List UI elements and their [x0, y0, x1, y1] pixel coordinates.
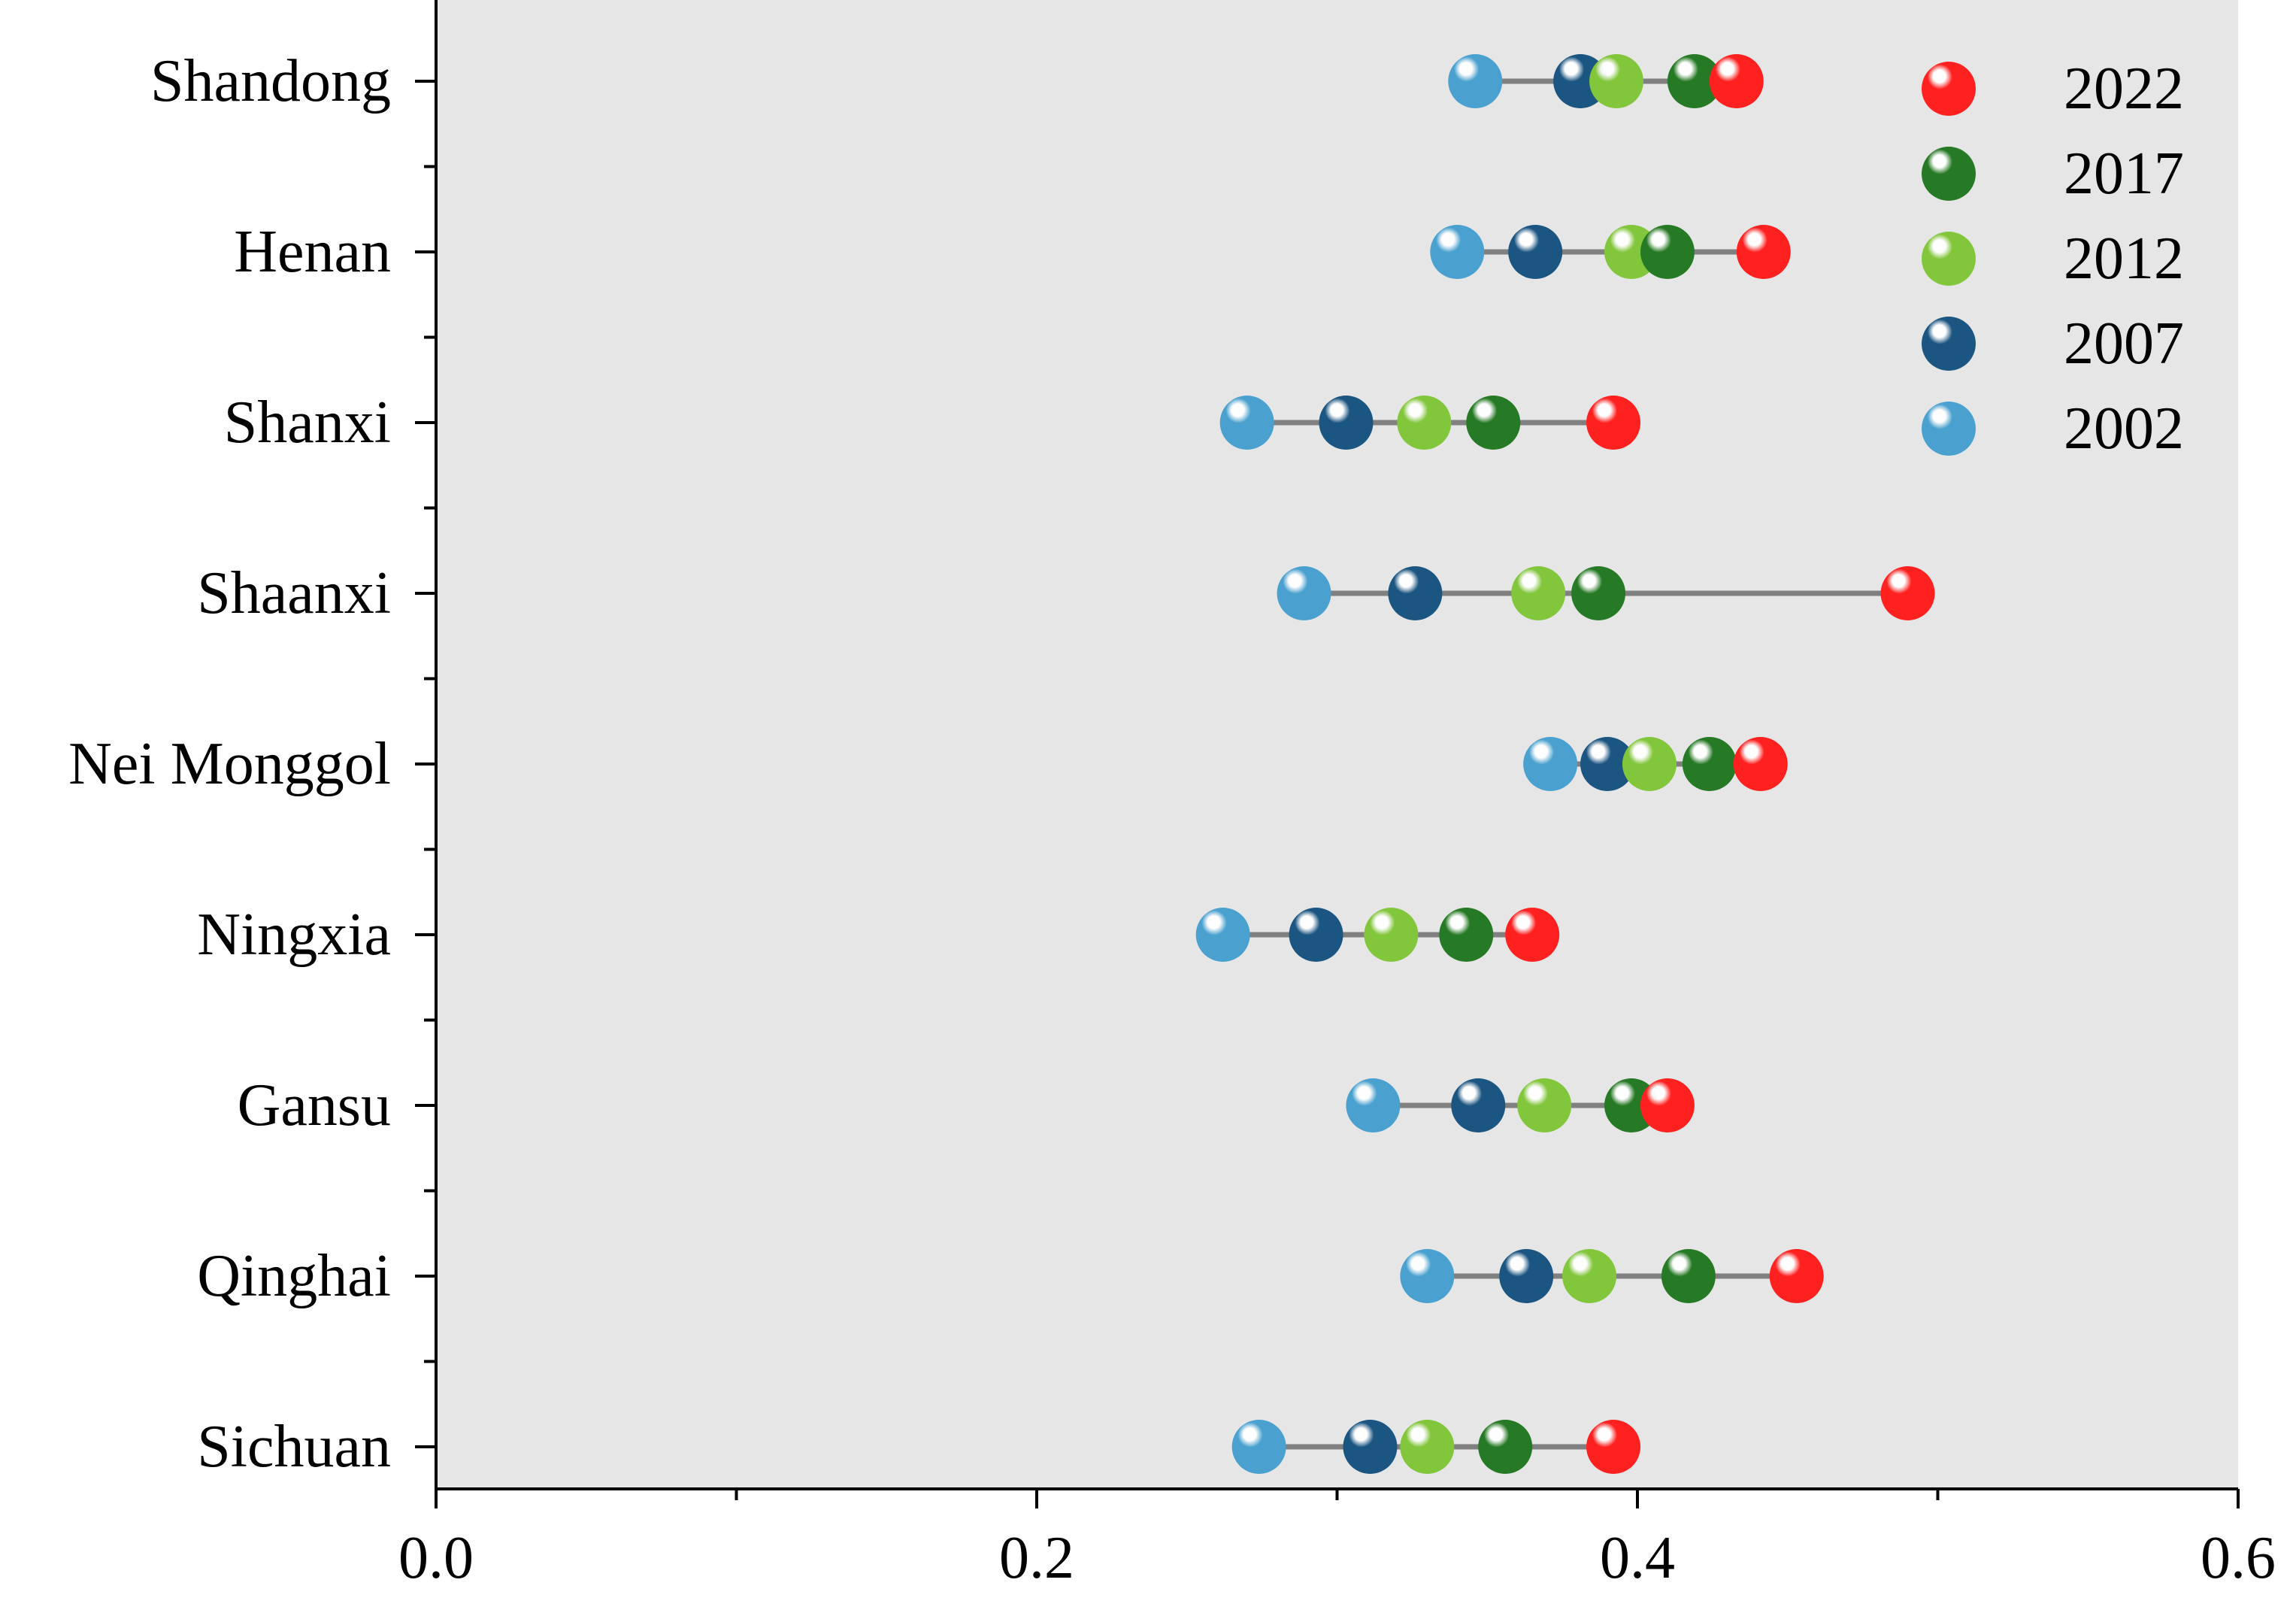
- data-point: [1231, 1420, 1286, 1474]
- data-point: [1769, 1249, 1824, 1303]
- data-point: [1517, 1078, 1572, 1132]
- x-tick-label: 0.4: [1600, 1525, 1675, 1591]
- data-point: [1640, 225, 1695, 279]
- plot-area: [436, 0, 2238, 1489]
- axes: 0.0 0.2 0.4 0.6 Shandong Henan Shanxi Shaanxi Ne…: [68, 0, 2276, 1591]
- data-point: [1733, 737, 1788, 791]
- data-point: [1346, 1078, 1401, 1132]
- y-tick-label: Nei Monggol: [68, 731, 391, 797]
- data-point: [1451, 1078, 1506, 1132]
- data-point: [1400, 1249, 1455, 1303]
- x-tick-label: 0.2: [999, 1525, 1074, 1591]
- data-point: [1682, 737, 1737, 791]
- legend-label: 2002: [2064, 396, 2184, 462]
- data-point: [1622, 737, 1677, 791]
- data-point: [1709, 54, 1764, 108]
- data-point: [1589, 54, 1644, 108]
- y-tick-label: Ningxia: [197, 902, 391, 968]
- data-point: [1580, 737, 1635, 791]
- y-tick-label: Sichuan: [197, 1414, 391, 1480]
- data-point: [1195, 908, 1250, 962]
- data-point: [1586, 1420, 1641, 1474]
- data-point: [1499, 1249, 1554, 1303]
- data-point: [1880, 566, 1935, 620]
- data-point: [1219, 396, 1274, 450]
- data-point: [1400, 1420, 1455, 1474]
- data-point: [1661, 1249, 1716, 1303]
- data-point: [1562, 1249, 1617, 1303]
- data-point: [1586, 396, 1641, 450]
- y-tick-label: Qinghai: [197, 1243, 391, 1309]
- y-tick-label: Shandong: [150, 48, 391, 114]
- legend-label: 2022: [2064, 56, 2184, 122]
- x-tick-label: 0.6: [2201, 1525, 2276, 1591]
- legend-label: 2012: [2064, 226, 2184, 292]
- data-point: [1430, 225, 1485, 279]
- data-point: [1364, 908, 1419, 962]
- legend-marker: [1922, 317, 1976, 371]
- data-point: [1736, 225, 1791, 279]
- data-point: [1388, 566, 1443, 620]
- legend-label: 2007: [2064, 311, 2184, 377]
- legend-marker: [1922, 147, 1976, 201]
- data-point: [1505, 908, 1560, 962]
- legend-marker: [1922, 62, 1976, 116]
- y-tick-label: Gansu: [238, 1072, 391, 1138]
- y-tick-label: Shanxi: [224, 390, 391, 456]
- data-point: [1478, 1420, 1533, 1474]
- data-point: [1343, 1420, 1398, 1474]
- data-point: [1667, 54, 1722, 108]
- data-point: [1511, 566, 1566, 620]
- data-point: [1319, 396, 1374, 450]
- legend-label: 2017: [2064, 141, 2184, 207]
- x-tick-label: 0.0: [398, 1525, 474, 1591]
- data-point: [1439, 908, 1494, 962]
- data-point: [1277, 566, 1331, 620]
- data-point: [1640, 1078, 1695, 1132]
- legend-marker: [1922, 402, 1976, 456]
- data-point: [1448, 54, 1503, 108]
- y-tick-label: Shaanxi: [197, 560, 391, 626]
- data-point: [1397, 396, 1452, 450]
- y-tick-label: Henan: [234, 219, 391, 285]
- data-markers: [1195, 54, 1935, 1474]
- data-point: [1508, 225, 1563, 279]
- data-point: [1466, 396, 1521, 450]
- data-point: [1523, 737, 1578, 791]
- legend-marker: [1922, 232, 1976, 286]
- data-point: [1571, 566, 1626, 620]
- legend: 2022 2017 2012 2007 2002: [1922, 56, 2184, 462]
- data-point: [1289, 908, 1343, 962]
